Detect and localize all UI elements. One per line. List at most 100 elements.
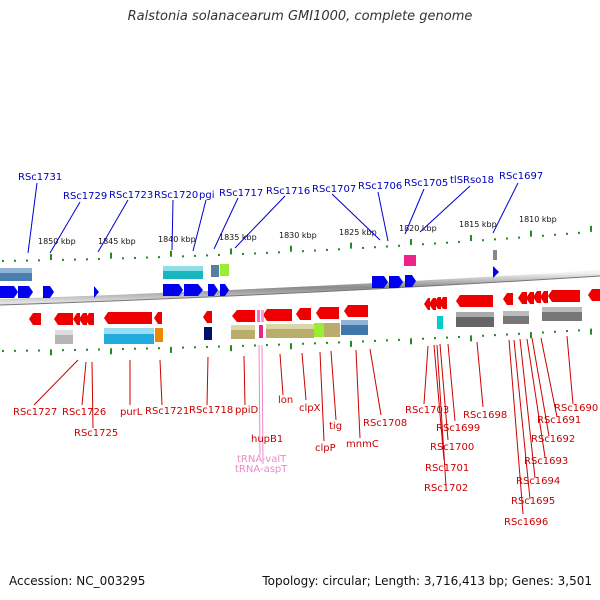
scale-tick-label: 1815 kbp (459, 220, 497, 229)
genome-title: Ralstonia solanacearum GMI1000, complete… (127, 9, 473, 24)
scale-major-tick (410, 239, 412, 246)
scale-minor-tick (554, 330, 556, 333)
scale-track-top (2, 225, 592, 262)
scale-minor-tick (158, 256, 160, 259)
scale-minor-tick (98, 257, 100, 260)
scale-major-tick (170, 346, 172, 353)
scale-minor-tick (326, 341, 328, 344)
scale-minor-tick (194, 254, 196, 257)
scale-minor-tick (266, 344, 268, 347)
scale-minor-tick (518, 332, 520, 335)
scale-minor-tick (446, 241, 448, 244)
gene-label: RSc1717 (219, 188, 263, 199)
rna-leader-lines (258, 344, 264, 465)
scale-major-tick (530, 332, 532, 339)
scale-minor-tick (494, 334, 496, 337)
gene-label: RSc1707 (312, 184, 356, 195)
bottom-labels: RSc1727 RSc1726 RSc1725 purL RSc1721 RSc… (13, 395, 598, 528)
scale-minor-tick (242, 252, 244, 255)
scale-minor-tick (134, 256, 136, 259)
scale-minor-tick (254, 252, 256, 255)
scale-minor-tick (266, 251, 268, 254)
scale-major-tick (350, 242, 352, 249)
gene-label: tlSRso18 (450, 175, 494, 186)
scale-minor-tick (518, 236, 520, 239)
genome-backbone (0, 270, 600, 305)
scale-minor-tick (14, 259, 16, 262)
scale-minor-tick (566, 232, 568, 235)
scale-minor-tick (494, 238, 496, 241)
gene-label: RSc1700 (430, 442, 474, 453)
scale-minor-tick (386, 339, 388, 342)
gene-label: RSc1694 (516, 476, 560, 487)
scale-minor-tick (194, 346, 196, 349)
scale-major-tick (110, 348, 112, 355)
scale-minor-tick (134, 347, 136, 350)
genome-summary-text: Topology: circular; Length: 3,716,413 bp… (262, 574, 592, 588)
gene-label: purL (120, 407, 143, 418)
scale-minor-tick (482, 239, 484, 242)
scale-minor-tick (38, 259, 40, 262)
gene-label: RSc1706 (358, 181, 402, 192)
scale-major-tick (110, 252, 112, 259)
gene-label: RSc1702 (424, 483, 468, 494)
scale-minor-tick (2, 259, 4, 262)
scale-minor-tick (542, 234, 544, 237)
gene-label: RSc1703 (405, 405, 449, 416)
rna-labels: tRNA-valT tRNA-aspT (235, 454, 288, 475)
reverse-genes (29, 289, 600, 325)
scale-minor-tick (26, 349, 28, 352)
scale-labels: 1850 kbp 1845 kbp 1840 kbp 1835 kbp 1830… (38, 215, 557, 246)
scale-track-bottom (2, 328, 592, 356)
scale-minor-tick (146, 347, 148, 350)
scale-minor-tick (338, 248, 340, 251)
scale-major-tick (230, 248, 232, 255)
scale-major-tick (290, 343, 292, 350)
scale-major-tick (230, 345, 232, 352)
scale-minor-tick (314, 342, 316, 345)
scale-major-tick (530, 230, 532, 237)
scale-minor-tick (554, 233, 556, 236)
scale-tick-label: 1820 kbp (399, 224, 437, 233)
scale-minor-tick (374, 246, 376, 249)
gene-label: RSc1698 (463, 410, 507, 421)
top-labels: RSc1731 RSc1729 RSc1723 RSc1720 pgi RSc1… (18, 171, 543, 202)
scale-minor-tick (14, 349, 16, 352)
gene-label: ppiD (235, 405, 258, 416)
scale-minor-tick (26, 259, 28, 262)
reverse-domain-boxes (55, 307, 582, 344)
gene-label: RSc1720 (154, 190, 198, 201)
rna-label: tRNA-aspT (235, 464, 288, 475)
scale-minor-tick (86, 258, 88, 261)
scale-tick-label: 1835 kbp (219, 233, 257, 242)
gene-label: tig (329, 421, 342, 432)
gene-label: RSc1705 (404, 178, 448, 189)
scale-minor-tick (122, 257, 124, 260)
gene-label: RSc1726 (62, 407, 106, 418)
scale-tick-label: 1840 kbp (158, 235, 196, 244)
scale-major-tick (410, 338, 412, 345)
forward-domain-boxes (0, 250, 497, 281)
scale-minor-tick (182, 346, 184, 349)
gene-label: clpP (315, 443, 336, 454)
scale-minor-tick (458, 240, 460, 243)
scale-minor-tick (482, 334, 484, 337)
scale-minor-tick (278, 343, 280, 346)
gene-label: RSc1697 (499, 171, 543, 182)
gene-label: RSc1721 (145, 406, 189, 417)
scale-minor-tick (434, 242, 436, 245)
scale-tick-label: 1830 kbp (279, 231, 317, 240)
gene-label: RSc1693 (524, 456, 568, 467)
scale-minor-tick (386, 245, 388, 248)
gene-label: RSc1696 (504, 517, 548, 528)
scale-minor-tick (542, 331, 544, 334)
rna-label: tRNA-valT (237, 454, 287, 465)
scale-major-tick (590, 328, 592, 335)
scale-minor-tick (338, 341, 340, 344)
scale-minor-tick (422, 337, 424, 340)
scale-minor-tick (506, 333, 508, 336)
scale-minor-tick (122, 348, 124, 351)
gene-label: RSc1692 (531, 434, 575, 445)
scale-major-tick (590, 225, 592, 232)
